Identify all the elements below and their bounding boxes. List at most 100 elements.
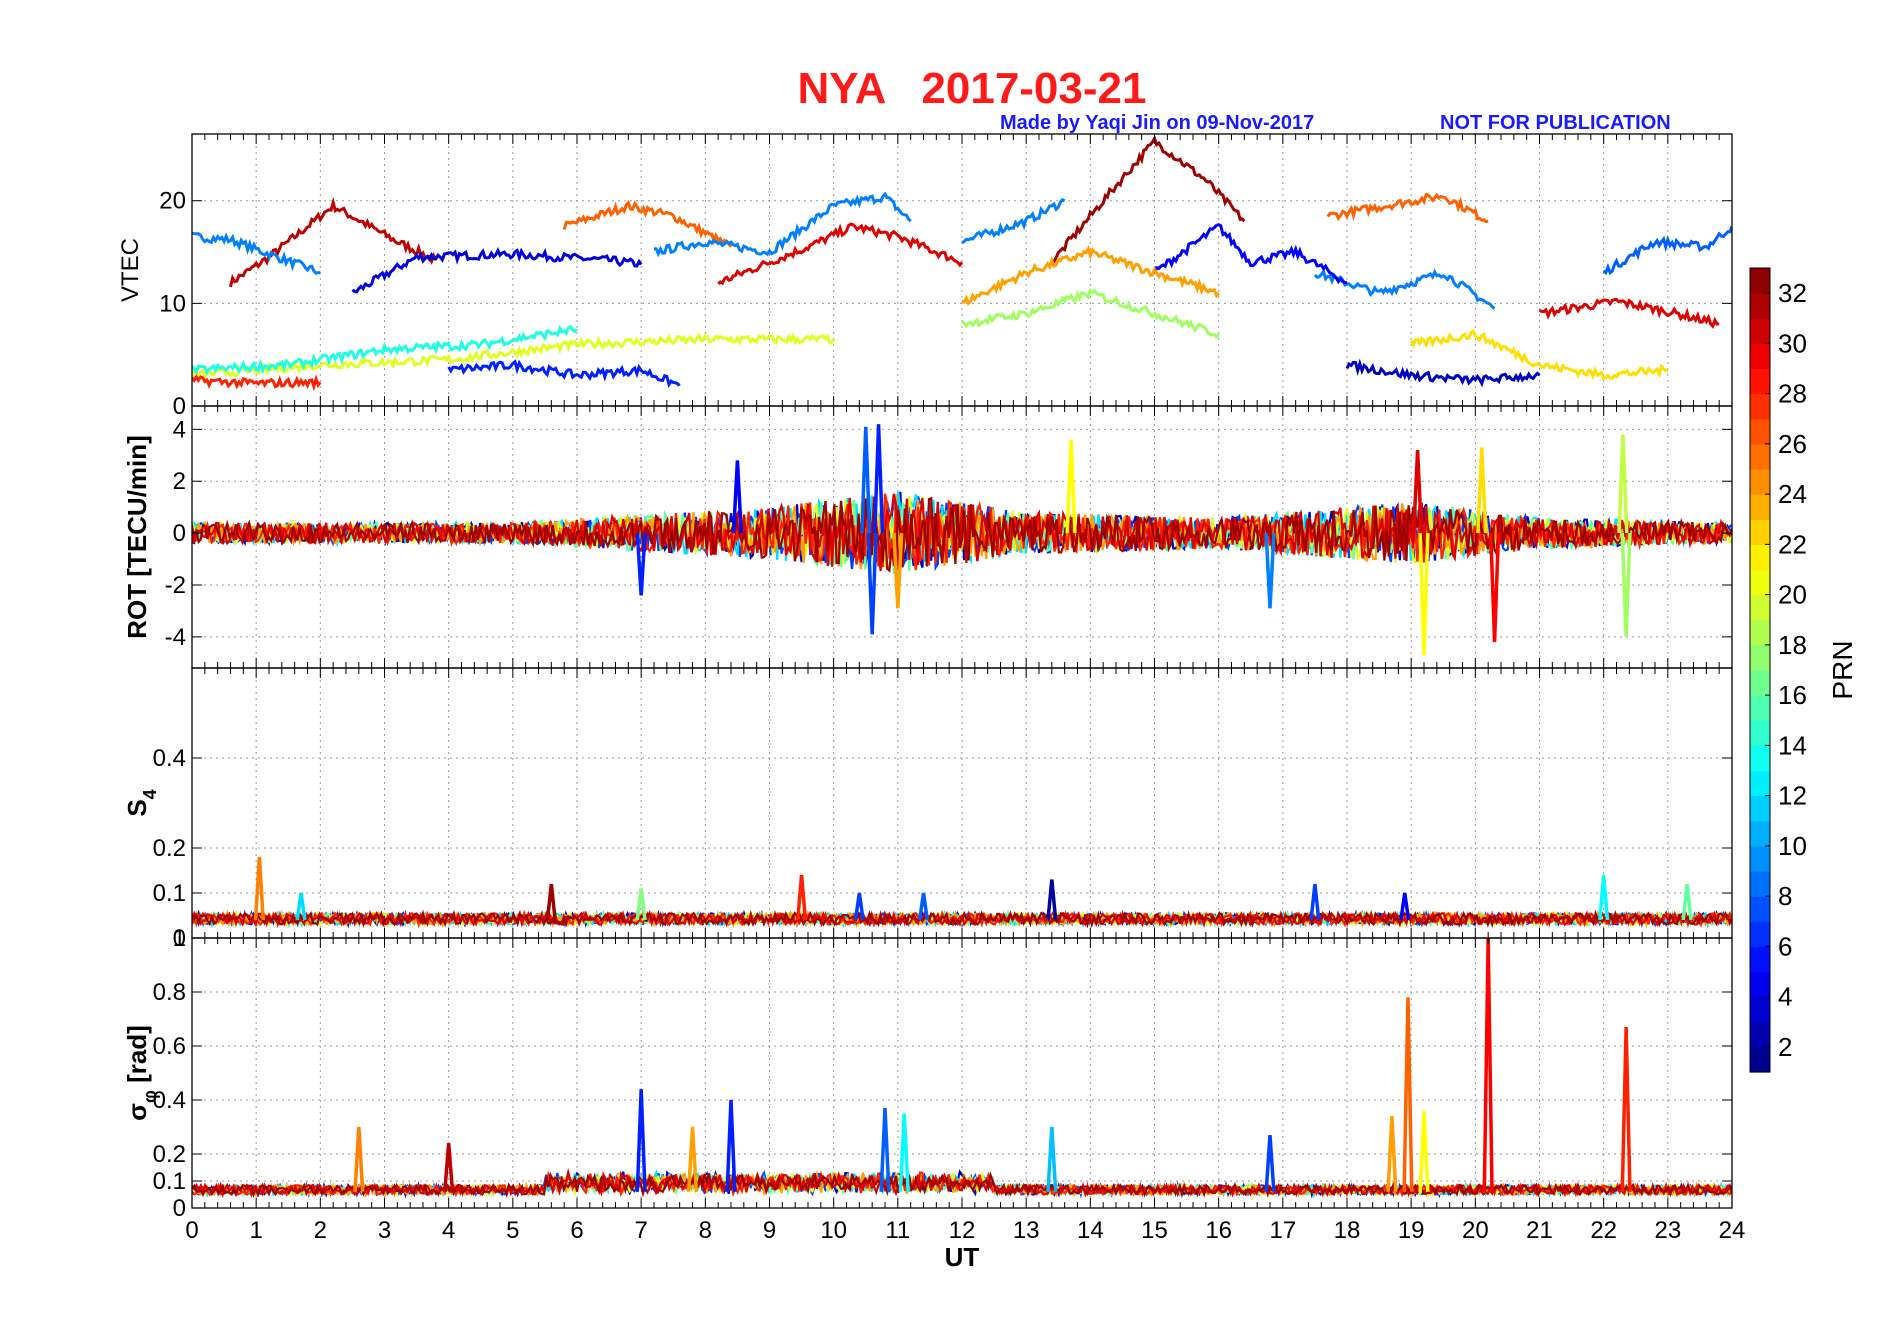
rot-spike [860,426,872,534]
colorbar-segment [1750,695,1770,721]
xtick-label: 22 [1590,1217,1617,1244]
xtick-label: 4 [442,1217,455,1244]
colorbar-segment [1750,393,1770,420]
rot-spike [1418,533,1430,656]
colorbar-tick-label: 8 [1778,881,1792,911]
not-for-publication-note: NOT FOR PUBLICATION [1440,112,1671,134]
rot-ytick-label: 2 [173,468,186,495]
sigma-ytick-label: 0.2 [153,1141,186,1168]
colorbar-tick-label: 12 [1778,781,1807,811]
xtick-label: 16 [1205,1217,1232,1244]
xtick-label: 8 [699,1217,712,1244]
colorbar-segment [1750,1021,1770,1048]
colorbar-segment [1750,795,1770,822]
s4-spike [295,892,307,921]
vtec-series-prn-26 [562,199,733,248]
s4-spike [795,874,808,921]
colorbar-segment [1750,720,1770,746]
rot-spike [1476,447,1488,534]
s4-ytick-label: 0.2 [153,835,186,862]
colorbar-segment [1750,644,1770,671]
colorbar-tick-label: 26 [1778,429,1807,459]
colorbar-segment [1750,946,1770,973]
vtec-series-prn-8 [1602,225,1732,276]
colorbar-segment [1750,921,1770,947]
vtec-series-prn-3 [1345,358,1541,388]
xtick-label: 23 [1654,1217,1681,1244]
s4-spike [853,892,865,921]
xtick-label: 18 [1334,1217,1361,1244]
vtec-series-prn-9 [654,191,912,258]
vtec-series-prn-31 [229,196,438,288]
colorbar-segment [1750,770,1770,797]
xtick-label: 6 [570,1217,583,1244]
s4-ytick-label: 0 [173,925,186,952]
colorbar-segment [1750,619,1770,646]
vtec-series-prn-24 [961,244,1220,306]
vtec-series-prn-30 [1538,297,1720,329]
sigma-spike [1264,1134,1276,1192]
colorbar-tick-label: 24 [1778,479,1807,509]
xtick-label: 19 [1398,1217,1425,1244]
colorbar-segment [1750,443,1770,470]
vtec-series-prn-26 [1326,192,1489,223]
colorbar-segment [1750,820,1770,847]
colorbar-segment [1750,871,1770,897]
colorbar-segment [1750,418,1770,445]
rot-spike [731,460,744,534]
sigma-ytick-label: 0.4 [153,1087,186,1114]
sigma-spike [686,1126,699,1192]
vtec-series-prn-5 [1153,223,1348,285]
colorbar-segment [1750,368,1770,395]
xtick-label: 7 [634,1217,647,1244]
sigma-spike [879,1108,891,1192]
s4-spike [917,892,930,921]
rot-spike [635,533,647,596]
colorbar-frame [1749,267,1771,1073]
colorbar-tick-label: 18 [1778,630,1807,660]
xtick-label: 14 [1077,1217,1104,1244]
colorbar-segment [1750,971,1770,998]
vtec-series-prn-9 [961,198,1066,245]
colorbar-segment [1750,569,1770,596]
colorbar-tick-label: 22 [1778,529,1807,559]
vtec-series-prn-14 [192,324,579,376]
colorbar-segment [1750,845,1770,872]
rot-ylabel: ROT [TECU/min] [122,435,152,639]
xtick-label: 20 [1462,1217,1489,1244]
colorbar-segment [1750,318,1770,344]
sigma-spike [443,1143,455,1192]
colorbar-tick-label: 10 [1778,831,1807,861]
rot-ytick-label: 0 [173,520,186,547]
vtec-axes-frame [191,133,1733,407]
rot-data [192,424,1732,656]
rot-ytick-label: 4 [173,416,186,443]
xtick-label: 0 [185,1217,198,1244]
s4-spike [1309,883,1321,921]
chart-title: NYA 2017-03-21 [797,64,1147,113]
s4-panel: 0 0.1 0.2 0.4 1 S4 [122,667,1733,952]
colorbar-tick-label: 2 [1778,1032,1792,1062]
s4-spike [635,888,647,921]
colorbar-segment [1750,896,1770,922]
vtec-series-prn-18 [960,287,1220,340]
vtec-series-prn-6 [447,359,681,389]
xtick-label: 9 [763,1217,776,1244]
rot-spike [1065,439,1077,534]
xtick-label: 2 [314,1217,327,1244]
s4-spike [1598,874,1610,921]
colorbar-segment [1750,996,1770,1023]
sigma-ylabel: σφ [rad] [122,1025,160,1121]
sigma-spike [725,1099,737,1192]
rot-spike [892,533,904,609]
vtec-panel: 0 10 20 VTEC [117,133,1733,420]
sigma-ytick-label: 0.8 [153,979,186,1006]
colorbar-tick-label: 30 [1778,328,1807,358]
vtec-series-prn-20 [192,332,835,382]
colorbar-segment [1750,494,1770,520]
colorbar-segment [1750,343,1770,370]
s4-spike [1399,892,1411,921]
vtec-ylabel: VTEC [117,238,144,302]
colorbar-segment [1750,293,1770,319]
s4-series-prn-32 [192,909,1732,929]
